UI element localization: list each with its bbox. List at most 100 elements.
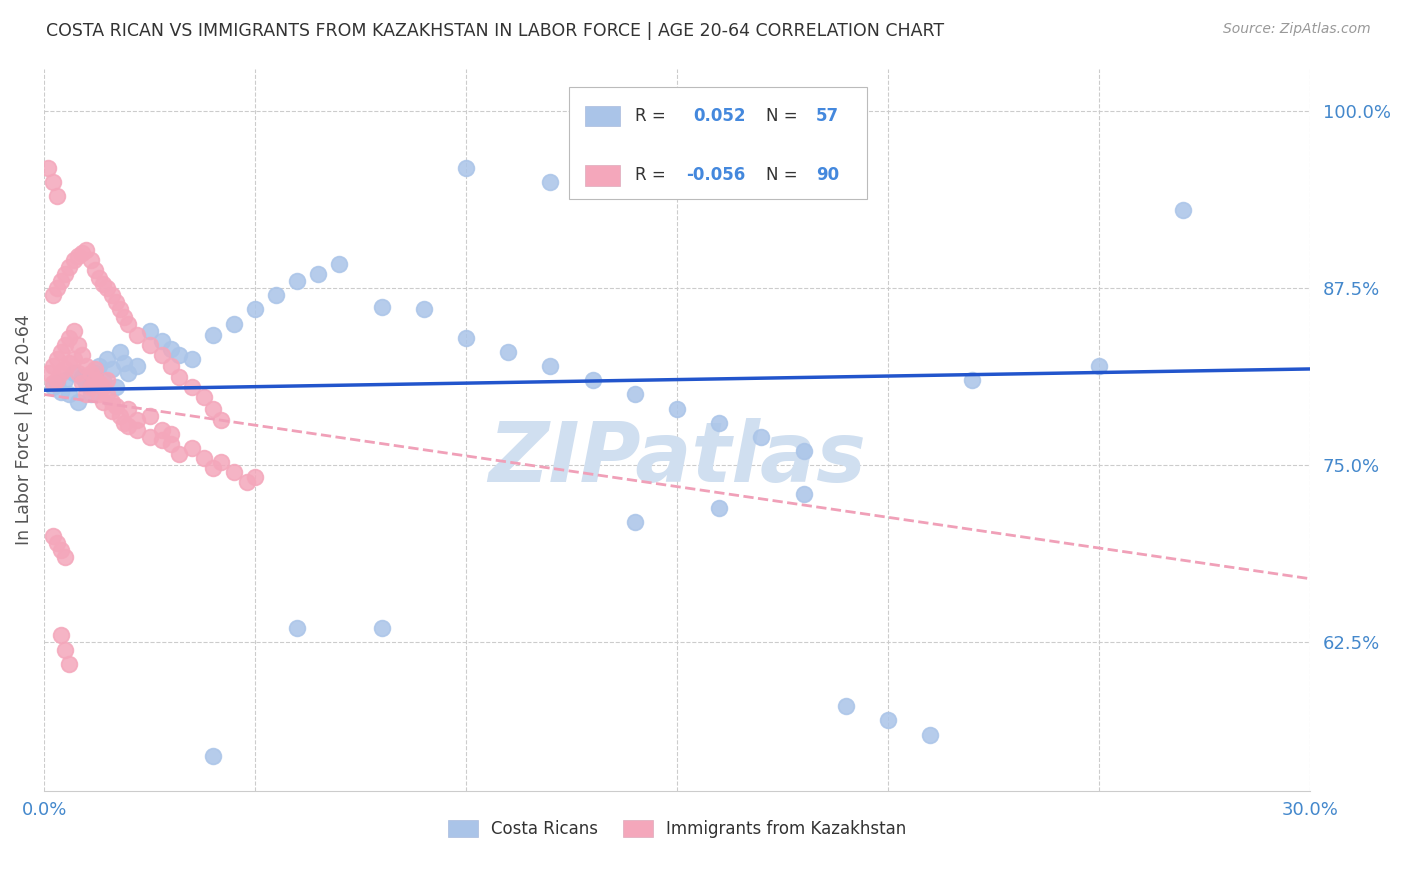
Point [62, 352, 84, 367]
Point [79, 252, 101, 267]
Point [41, 359, 63, 373]
Point [285, 621, 308, 635]
Point [108, 302, 131, 317]
Point [167, 348, 190, 362]
Point [180, 352, 202, 367]
Point [835, 699, 858, 714]
Point [75, 359, 97, 373]
Point [159, 437, 181, 451]
Point [87, 376, 110, 391]
FancyBboxPatch shape [569, 87, 868, 199]
Point [96, 373, 118, 387]
Point [45, 373, 67, 387]
Point [91, 380, 114, 394]
Point [100, 404, 122, 418]
Point [41, 175, 63, 189]
Point [243, 469, 266, 483]
Point [454, 331, 477, 345]
Point [138, 338, 160, 352]
Point [792, 486, 814, 500]
Point [49, 345, 72, 359]
Point [222, 466, 245, 480]
Text: -0.056: -0.056 [686, 167, 745, 185]
Point [792, 444, 814, 458]
Point [62, 324, 84, 338]
Point [58, 331, 80, 345]
Point [707, 500, 730, 515]
Point [623, 387, 645, 401]
Point [53, 338, 76, 352]
Point [285, 274, 308, 288]
Point [104, 295, 127, 310]
Point [49, 628, 72, 642]
Point [58, 260, 80, 274]
Point [150, 334, 173, 348]
Point [45, 536, 67, 550]
Point [96, 387, 118, 401]
Point [41, 529, 63, 543]
Text: 90: 90 [817, 167, 839, 185]
Point [66, 249, 89, 263]
Point [79, 366, 101, 380]
Point [117, 401, 139, 416]
Point [193, 451, 215, 466]
Point [201, 328, 224, 343]
Point [41, 376, 63, 391]
Point [45, 189, 67, 203]
Point [96, 352, 118, 367]
Point [58, 657, 80, 671]
Point [53, 267, 76, 281]
Point [920, 728, 942, 742]
Point [125, 328, 148, 343]
Point [62, 366, 84, 380]
Point [79, 387, 101, 401]
Text: N =: N = [765, 107, 803, 125]
Point [370, 621, 392, 635]
Point [87, 271, 110, 285]
Point [53, 642, 76, 657]
Point [49, 543, 72, 558]
Point [66, 366, 89, 380]
Point [538, 175, 561, 189]
Point [150, 348, 173, 362]
Point [454, 161, 477, 175]
Point [201, 748, 224, 763]
Point [167, 447, 190, 461]
Point [53, 373, 76, 387]
Point [193, 390, 215, 404]
Point [70, 348, 93, 362]
Point [70, 376, 93, 391]
Point [707, 416, 730, 430]
Point [112, 416, 135, 430]
Point [150, 433, 173, 447]
Point [125, 423, 148, 437]
Point [138, 409, 160, 423]
Point [159, 342, 181, 356]
Point [83, 366, 105, 380]
Point [62, 252, 84, 267]
Point [117, 366, 139, 380]
Point [125, 413, 148, 427]
Point [108, 409, 131, 423]
Point [66, 394, 89, 409]
Point [96, 281, 118, 295]
Text: ZIPatlas: ZIPatlas [488, 418, 866, 500]
Point [45, 352, 67, 367]
Point [112, 356, 135, 370]
Point [91, 277, 114, 291]
Point [150, 423, 173, 437]
Text: 57: 57 [817, 107, 839, 125]
Point [538, 359, 561, 373]
Point [37, 366, 59, 380]
Point [209, 413, 232, 427]
Point [53, 550, 76, 565]
Point [1088, 359, 1111, 373]
Point [112, 310, 135, 324]
Point [53, 362, 76, 376]
Point [45, 281, 67, 295]
Point [104, 399, 127, 413]
Point [328, 257, 350, 271]
Point [167, 370, 190, 384]
Point [877, 714, 900, 728]
Point [412, 302, 434, 317]
